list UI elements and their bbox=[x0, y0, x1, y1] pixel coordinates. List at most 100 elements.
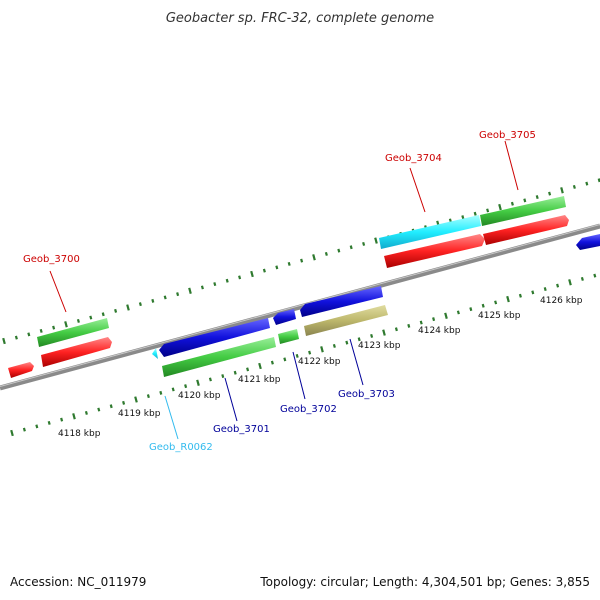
label-geob-3705[interactable]: Geob_3705 bbox=[479, 130, 536, 141]
lower-tick-mark bbox=[171, 387, 175, 392]
gene-geob-3703-khaki[interactable] bbox=[304, 305, 388, 336]
map-title: Geobacter sp. FRC-32, complete genome bbox=[166, 11, 434, 26]
label-geob-3701[interactable]: Geob_3701 bbox=[213, 424, 270, 435]
upper-tick-mark bbox=[89, 315, 93, 320]
tick-label-4124-kbp: 4124 kbp bbox=[418, 326, 461, 336]
upper-tick-mark bbox=[76, 318, 80, 323]
tick-label-4126-kbp: 4126 kbp bbox=[540, 296, 583, 306]
gene-geob-3701[interactable] bbox=[159, 318, 270, 357]
lower-tick-mark bbox=[196, 379, 200, 386]
upper-tick-mark bbox=[461, 215, 465, 220]
leader-geob-r0062 bbox=[164, 395, 179, 440]
label-geob-3702[interactable]: Geob_3702 bbox=[280, 404, 337, 415]
gene-geob-3704-cyan[interactable] bbox=[379, 215, 481, 249]
leader-geob-3705 bbox=[504, 140, 519, 191]
lower-tick-track bbox=[10, 273, 597, 437]
upper-tick-mark bbox=[312, 254, 316, 261]
gene-geob-3703[interactable] bbox=[300, 286, 383, 317]
lower-tick-mark bbox=[184, 384, 188, 389]
accession-text: Accession: NC_011979 bbox=[10, 575, 146, 589]
gene-geob-3705-green[interactable] bbox=[480, 196, 566, 226]
upper-tick-mark bbox=[14, 335, 18, 340]
upper-tick-mark bbox=[349, 245, 353, 250]
upper-tick-mark bbox=[39, 328, 43, 333]
upper-tick-mark bbox=[238, 275, 242, 280]
lower-tick-mark bbox=[97, 407, 101, 412]
leader-geob-3702 bbox=[292, 351, 306, 400]
leader-geob-3703 bbox=[349, 338, 364, 386]
lower-tick-mark bbox=[394, 327, 398, 332]
upper-tick-track bbox=[2, 178, 600, 345]
lower-tick-mark bbox=[481, 303, 485, 308]
gene-geob-3702[interactable] bbox=[273, 309, 296, 325]
label-geob-3700[interactable]: Geob_3700 bbox=[23, 254, 80, 265]
gene-geob-3701-green[interactable] bbox=[162, 337, 276, 377]
upper-tick-mark bbox=[138, 302, 142, 307]
lower-tick-mark bbox=[159, 390, 163, 395]
lower-tick-mark bbox=[308, 350, 312, 355]
upper-tick-mark bbox=[337, 248, 341, 253]
upper-tick-mark bbox=[250, 270, 254, 278]
lower-tick-mark bbox=[531, 290, 535, 295]
lower-tick-mark bbox=[370, 333, 374, 338]
tick-label-4120-kbp: 4120 kbp bbox=[178, 391, 221, 401]
upper-tick-mark bbox=[362, 241, 366, 246]
genome-backbone bbox=[0, 223, 600, 391]
upper-tick-mark bbox=[262, 268, 266, 273]
upper-tick-mark bbox=[27, 332, 31, 337]
lower-tick-mark bbox=[258, 362, 262, 370]
label-geob-3704[interactable]: Geob_3704 bbox=[385, 153, 442, 164]
lower-tick-mark bbox=[419, 320, 423, 325]
lower-tick-mark bbox=[506, 295, 510, 303]
upper-tick-mark bbox=[523, 198, 527, 203]
upper-tick-mark bbox=[535, 195, 539, 200]
leader-geob-3701 bbox=[224, 377, 238, 422]
lower-tick-mark bbox=[221, 374, 225, 379]
lower-tick-mark bbox=[593, 273, 597, 278]
lower-tick-mark bbox=[494, 300, 498, 305]
lower-tick-mark bbox=[295, 353, 299, 358]
lower-tick-mark bbox=[444, 312, 448, 319]
upper-tick-mark bbox=[374, 237, 378, 244]
gene-right-blue[interactable] bbox=[576, 234, 600, 250]
lower-tick-mark bbox=[518, 293, 522, 298]
lower-tick-mark bbox=[60, 417, 64, 422]
lower-tick-mark bbox=[233, 370, 237, 375]
upper-tick-mark bbox=[225, 278, 229, 283]
upper-tick-mark bbox=[101, 312, 105, 317]
upper-tick-mark bbox=[176, 292, 180, 297]
upper-tick-mark bbox=[163, 295, 167, 300]
lower-tick-mark bbox=[357, 337, 361, 342]
upper-tick-mark bbox=[2, 337, 6, 345]
upper-tick-mark bbox=[486, 208, 490, 213]
upper-tick-mark bbox=[188, 287, 192, 294]
lower-tick-mark bbox=[146, 394, 150, 399]
genome-backbone-highlight bbox=[0, 224, 600, 387]
upper-tick-mark bbox=[287, 261, 291, 266]
gene-geob-3700-upper[interactable] bbox=[37, 318, 109, 347]
upper-tick-mark bbox=[300, 258, 304, 263]
lower-tick-mark bbox=[456, 310, 460, 315]
tick-label-4122-kbp: 4122 kbp bbox=[298, 357, 341, 367]
gene-left-red[interactable] bbox=[8, 362, 34, 378]
lower-tick-mark bbox=[332, 343, 336, 348]
lower-tick-mark bbox=[556, 283, 560, 288]
upper-tick-mark bbox=[52, 325, 56, 330]
lower-tick-mark bbox=[283, 357, 287, 362]
gene-geob-3705[interactable] bbox=[483, 215, 569, 245]
label-geob-r0062[interactable]: Geob_R0062 bbox=[149, 442, 213, 453]
label-geob-3703[interactable]: Geob_3703 bbox=[338, 389, 395, 400]
lower-tick-mark bbox=[22, 427, 26, 432]
gene-geob-3700[interactable] bbox=[41, 337, 112, 367]
gene-geob-r0062[interactable] bbox=[152, 348, 158, 359]
lower-tick-mark bbox=[47, 420, 51, 425]
genome-summary-text: Topology: circular; Length: 4,304,501 bp… bbox=[259, 575, 590, 589]
gene-geob-3702-green[interactable] bbox=[278, 329, 299, 344]
lower-tick-mark bbox=[122, 400, 126, 405]
gene-geob-3704[interactable] bbox=[384, 234, 485, 268]
upper-tick-mark bbox=[151, 298, 155, 303]
lower-tick-mark bbox=[568, 279, 572, 286]
upper-tick-mark bbox=[275, 265, 279, 270]
